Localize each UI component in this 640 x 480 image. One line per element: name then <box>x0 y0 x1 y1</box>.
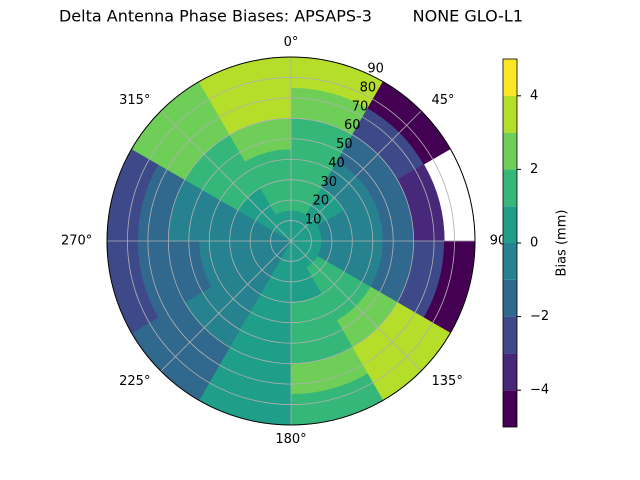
r-tick-label: 90 <box>367 62 384 77</box>
r-tick-label: 40 <box>328 156 345 171</box>
theta-tick-label: 270° <box>61 234 92 249</box>
polar-frame <box>106 56 476 426</box>
colorbar-band <box>503 206 517 243</box>
colorbar-tick-label: 4 <box>530 88 538 103</box>
colorbar-band <box>503 95 517 133</box>
grid-spoke <box>290 240 422 372</box>
theta-tick-label: 135° <box>432 374 463 389</box>
colorbar-label: Bias (mm) <box>555 210 570 277</box>
r-tick-label: 30 <box>320 175 337 190</box>
r-tick-label: 70 <box>352 99 369 114</box>
colorbar-band <box>503 132 517 170</box>
colorbar-band <box>503 59 517 96</box>
colorbar-band <box>503 353 517 391</box>
colorbar-band <box>503 390 517 427</box>
colorbar-tick-label: 2 <box>530 162 538 177</box>
chart-title: Delta Antenna Phase Biases: APSAPS-3 NON… <box>59 7 523 26</box>
r-tick-label: 60 <box>344 118 361 133</box>
colorbar-band <box>503 316 517 354</box>
theta-tick-label: 315° <box>119 93 150 108</box>
r-tick-label: 10 <box>305 213 322 228</box>
grid-spoke <box>160 110 292 242</box>
grid-spoke <box>290 110 422 242</box>
grid-spoke <box>160 240 292 372</box>
colorbar-tick-label: −2 <box>530 309 549 324</box>
r-tick-label: 20 <box>313 194 330 209</box>
theta-tick-label: 180° <box>275 432 306 447</box>
colorbar-band <box>503 243 517 280</box>
r-tick-label: 80 <box>360 80 377 95</box>
colorbar-band <box>503 279 517 317</box>
theta-tick-label: 45° <box>432 93 455 108</box>
colorbar-tick-label: 0 <box>530 236 538 251</box>
r-tick-label: 50 <box>336 137 353 152</box>
theta-tick-label: 0° <box>284 35 299 50</box>
colorbar-band <box>503 169 517 207</box>
colorbar-tick-label: −4 <box>530 383 549 398</box>
theta-tick-label: 225° <box>119 374 150 389</box>
